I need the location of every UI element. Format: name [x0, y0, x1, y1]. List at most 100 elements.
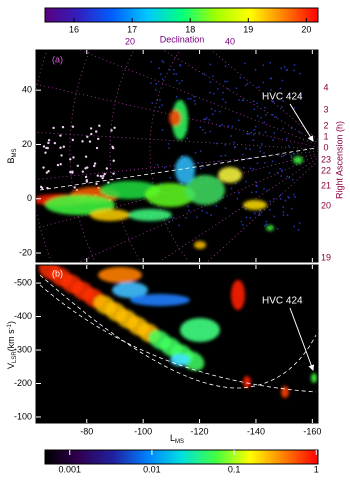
speckle — [269, 61, 272, 64]
star — [76, 164, 80, 167]
speckle — [249, 217, 252, 219]
speckle — [262, 64, 265, 66]
speckle — [264, 162, 266, 164]
colorbar-tick-label: 0.1 — [228, 464, 241, 474]
speckle — [259, 210, 261, 212]
emission-blob — [231, 280, 245, 310]
speckle — [299, 131, 301, 134]
y-tick-label: 40 — [22, 85, 32, 95]
panel-tag: (a) — [52, 54, 63, 64]
y-axis-label-part: ) — [6, 321, 16, 324]
speckle — [263, 121, 266, 124]
speckle — [203, 118, 205, 121]
star — [98, 124, 101, 127]
speckle — [253, 100, 255, 102]
speckle — [265, 220, 268, 223]
y-tick-label: 20 — [22, 139, 32, 149]
speckle — [252, 139, 255, 142]
speckle — [158, 67, 160, 70]
speckle — [263, 188, 265, 190]
speckle — [257, 86, 260, 88]
speckle — [254, 69, 257, 71]
speckle — [263, 152, 265, 154]
speckle — [276, 171, 279, 174]
speckle — [203, 73, 206, 75]
speckle — [287, 145, 290, 147]
speckle — [150, 82, 152, 84]
speckle — [234, 146, 236, 148]
star — [45, 171, 49, 174]
x-tick-label: -100 — [134, 426, 152, 436]
emission-blob — [170, 354, 190, 366]
speckle — [205, 117, 208, 119]
star — [81, 140, 84, 143]
star — [72, 156, 75, 159]
speckle — [150, 61, 153, 63]
speckle — [168, 221, 171, 223]
star — [95, 146, 99, 150]
speckle — [299, 72, 301, 75]
speckle — [265, 114, 267, 116]
star — [112, 146, 115, 150]
speckle — [199, 150, 202, 152]
speckle — [173, 69, 175, 71]
x-axis-label: LMS — [170, 433, 184, 444]
x-axis-label-part: L — [170, 433, 175, 443]
speckle — [293, 107, 295, 109]
speckle — [199, 126, 202, 129]
star — [96, 174, 99, 177]
speckle — [299, 94, 301, 97]
speckle — [272, 139, 274, 141]
colorbar-tick-label: 16 — [69, 24, 79, 34]
speckle — [288, 197, 290, 199]
speckle — [282, 211, 285, 213]
speckle — [290, 154, 293, 157]
speckle — [204, 132, 207, 134]
star — [47, 170, 50, 173]
speckle — [281, 79, 284, 82]
speckle — [280, 175, 283, 177]
speckle — [255, 181, 257, 183]
speckle — [285, 68, 288, 71]
ra-tick-label: 3 — [323, 104, 328, 114]
star — [44, 151, 47, 154]
speckle — [275, 116, 278, 118]
speckle — [255, 191, 257, 193]
speckle — [271, 100, 274, 103]
star — [86, 135, 89, 138]
speckle — [246, 83, 249, 85]
star — [45, 146, 48, 150]
velocity-track — [39, 284, 317, 393]
y-axis-label: BMS — [6, 148, 17, 163]
speckle — [224, 207, 227, 209]
speckle — [240, 220, 243, 223]
speckle — [156, 164, 159, 166]
star — [90, 132, 93, 136]
star — [71, 170, 74, 173]
speckle — [244, 84, 247, 87]
speckle — [283, 66, 286, 68]
speckle — [209, 130, 212, 133]
emission-blob — [45, 195, 115, 215]
star — [42, 166, 45, 169]
speckle — [159, 99, 161, 101]
ra-tick-label: 2 — [323, 120, 328, 130]
dec-tick-label: 40 — [225, 36, 235, 46]
speckle — [162, 61, 165, 64]
star — [69, 158, 72, 161]
y-tick-label: -300 — [14, 344, 32, 354]
star — [95, 182, 98, 186]
x-axis-label-part: MS — [175, 439, 184, 445]
annotation: HVC 424 — [262, 296, 303, 307]
speckle — [222, 91, 224, 94]
emission — [36, 100, 303, 249]
star — [62, 145, 66, 148]
panel-b-frame — [35, 264, 319, 424]
speckle — [154, 89, 157, 91]
speckle — [224, 154, 227, 157]
speckle — [235, 182, 237, 185]
emission-blob — [98, 267, 142, 283]
speckle — [256, 115, 259, 117]
speckle — [170, 216, 173, 219]
speckle — [282, 206, 284, 208]
